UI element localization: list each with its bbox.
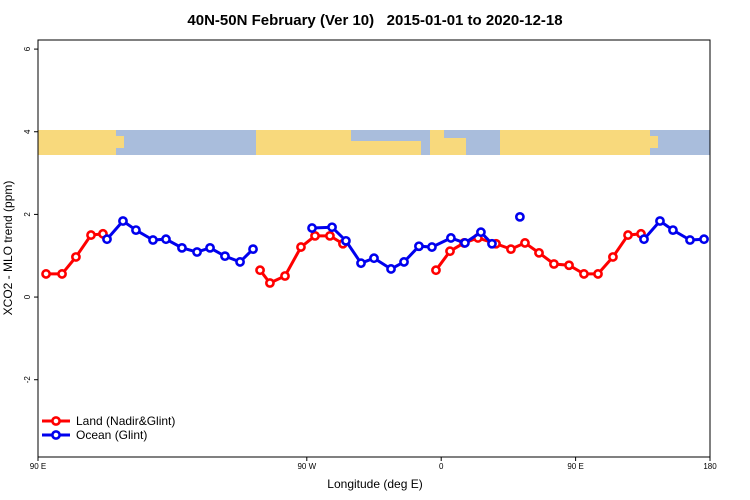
data-point bbox=[593, 269, 603, 279]
data-point bbox=[655, 216, 665, 226]
x-tick-label: 0 bbox=[439, 462, 444, 471]
data-point bbox=[325, 230, 335, 241]
data-point bbox=[431, 265, 441, 276]
map-band bbox=[38, 130, 710, 155]
chart-title: 40N-50N February (Ver 10) 2015-01-01 to … bbox=[187, 12, 562, 29]
map-land bbox=[444, 138, 466, 155]
data-point bbox=[131, 225, 141, 236]
data-point bbox=[220, 251, 230, 262]
map-land bbox=[351, 141, 421, 155]
legend-marker bbox=[51, 416, 61, 426]
data-point bbox=[280, 271, 290, 281]
data-point bbox=[514, 211, 525, 222]
data-point bbox=[579, 269, 589, 279]
data-point bbox=[177, 242, 187, 253]
y-tick-label: 4 bbox=[23, 129, 32, 134]
data-point bbox=[608, 252, 618, 262]
legend-marker bbox=[51, 430, 61, 440]
data-point bbox=[386, 264, 396, 274]
map-land bbox=[650, 136, 658, 148]
data-point bbox=[476, 227, 486, 238]
data-point bbox=[460, 238, 470, 248]
legend-label: Land (Nadir&Glint) bbox=[76, 414, 175, 428]
x-tick-label: 180 bbox=[703, 462, 717, 471]
data-point bbox=[341, 235, 351, 246]
x-tick-label: 90 W bbox=[297, 462, 316, 471]
data-point bbox=[248, 244, 258, 255]
data-point bbox=[255, 265, 265, 276]
plot-frame bbox=[37, 39, 711, 458]
data-point bbox=[310, 230, 320, 241]
x-tick-label: 90 E bbox=[567, 462, 583, 471]
map-land bbox=[256, 130, 351, 155]
data-point bbox=[192, 247, 202, 257]
data-point bbox=[506, 244, 516, 255]
data-point bbox=[446, 233, 456, 243]
data-point bbox=[564, 260, 574, 271]
map-land bbox=[38, 130, 116, 155]
data-point bbox=[699, 234, 709, 245]
data-point bbox=[623, 230, 633, 240]
map-land bbox=[116, 136, 124, 148]
data-point bbox=[445, 246, 455, 257]
data-point bbox=[307, 223, 317, 233]
data-point bbox=[414, 241, 424, 252]
y-axis-label: XCO2 - MLO trend (ppm) bbox=[1, 181, 15, 316]
data-point bbox=[161, 234, 171, 245]
data-point bbox=[534, 247, 544, 258]
data-point bbox=[327, 222, 337, 233]
data-point bbox=[41, 269, 51, 279]
data-point bbox=[399, 257, 409, 267]
data-point bbox=[57, 269, 67, 279]
map-land bbox=[500, 130, 650, 155]
legend-label: Ocean (Glint) bbox=[76, 428, 147, 442]
y-tick-label: 2 bbox=[23, 212, 32, 217]
data-point bbox=[118, 216, 128, 226]
data-point bbox=[102, 234, 112, 245]
data-point bbox=[205, 242, 215, 253]
data-point bbox=[549, 259, 559, 269]
y-tick-label: -2 bbox=[23, 376, 32, 384]
map-land bbox=[430, 130, 444, 155]
x-axis-label: Longitude (deg E) bbox=[327, 477, 422, 491]
data-point bbox=[668, 225, 678, 236]
data-point bbox=[235, 257, 245, 267]
data-point bbox=[369, 253, 379, 264]
data-point bbox=[639, 234, 649, 245]
y-tick-label: 6 bbox=[23, 46, 32, 51]
data-point bbox=[148, 235, 158, 245]
x-tick-label: 90 E bbox=[30, 462, 46, 471]
data-point bbox=[685, 235, 695, 245]
data-point bbox=[296, 242, 306, 252]
y-tick-label: 0 bbox=[23, 294, 32, 299]
data-point bbox=[356, 258, 366, 269]
data-point bbox=[265, 278, 275, 288]
data-point bbox=[71, 252, 81, 262]
data-point bbox=[427, 242, 437, 252]
data-point bbox=[487, 238, 497, 249]
data-point bbox=[520, 238, 530, 248]
data-point bbox=[86, 230, 96, 240]
